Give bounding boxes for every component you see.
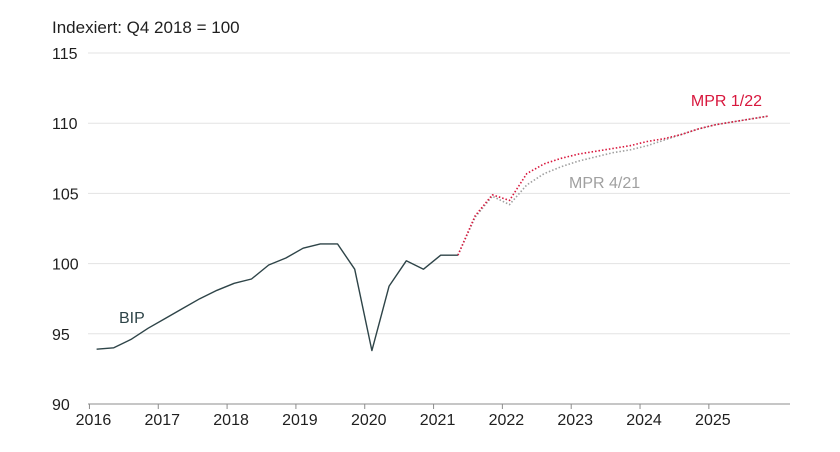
gridlines [88, 52, 790, 405]
y-tick-label: 105 [52, 186, 79, 203]
series-label: MPR 4/21 [569, 175, 640, 192]
x-tick-label: 2018 [213, 412, 249, 429]
x-tick-label: 2025 [695, 412, 731, 429]
series-line-bip [96, 243, 458, 352]
series-line-mpr-4-21 [457, 115, 768, 256]
y-tick-label: 110 [52, 116, 78, 133]
x-tick-label: 2024 [626, 412, 662, 429]
y-axis-ticks: 90 95 100 105 110 115 [52, 46, 79, 414]
series-label: MPR 1/22 [691, 93, 762, 110]
x-tick-label: 2016 [76, 412, 112, 429]
x-tick-label: 2023 [557, 412, 593, 429]
x-tick-label: 2022 [489, 412, 525, 429]
series-lines [96, 115, 768, 352]
chart-subtitle: Indexiert: Q4 2018 = 100 [52, 18, 240, 37]
series-label: BIP [119, 310, 145, 327]
series-labels: BIP MPR 4/21 MPR 1/22 [119, 93, 762, 327]
y-tick-label: 90 [52, 397, 70, 414]
y-tick-label: 95 [52, 327, 70, 344]
y-tick-label: 100 [52, 257, 79, 274]
y-tick-label: 115 [52, 46, 78, 63]
series-line-mpr-1-22 [457, 115, 768, 256]
x-tick-label: 2017 [144, 412, 180, 429]
x-tick-label: 2020 [351, 412, 387, 429]
x-tick-label: 2021 [420, 412, 456, 429]
x-tick-label: 2019 [282, 412, 318, 429]
x-axis-ticks: 2016 2017 2018 2019 2020 2021 2022 2023 2024 2025 [76, 404, 731, 429]
